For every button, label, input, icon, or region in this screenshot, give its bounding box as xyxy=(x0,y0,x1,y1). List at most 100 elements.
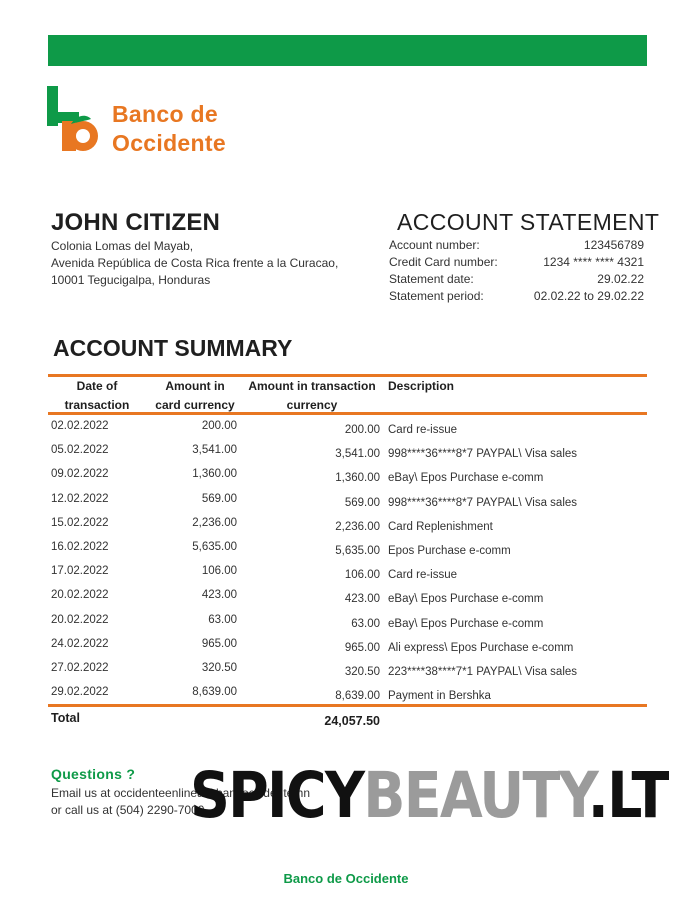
header-date: Date of transaction xyxy=(48,377,146,415)
watermark-part-3: .LT xyxy=(587,759,670,832)
row-description: Card re-issue xyxy=(388,569,458,582)
row-date: 05.02.2022 xyxy=(51,444,109,457)
row-card-amount: 320.50 xyxy=(201,661,237,674)
row-description: eBay\ Epos Purchase e-comm xyxy=(388,593,544,606)
row-description: Payment in Bershka xyxy=(388,690,491,703)
account-number-label: Account number: xyxy=(389,238,480,252)
bank-logo-icon xyxy=(47,86,98,151)
address-line-2: Avenida República de Costa Rica frente a… xyxy=(51,256,339,270)
table-header-rule xyxy=(48,412,647,415)
row-card-amount: 569.00 xyxy=(201,492,237,505)
row-description: Card Replenishment xyxy=(388,520,493,533)
table-row: 29.02.2022 8,639.00 8,639.00 Payment in Ber… xyxy=(0,684,692,708)
header-card-amount: Amount in card currency xyxy=(148,377,242,415)
header-card-line1: Amount in xyxy=(165,379,225,393)
table-row: 12.02.2022 569.00 569.00 998****36****8*7 P… xyxy=(0,491,692,515)
row-date: 02.02.2022 xyxy=(51,420,109,432)
row-date: 20.02.2022 xyxy=(51,613,109,626)
table-row: 20.02.2022 63.00 63.00 eBay\ Epos Purchase … xyxy=(0,612,692,636)
row-trans-amount: 320.50 xyxy=(344,665,380,678)
total-label: Total xyxy=(51,711,80,725)
row-card-amount: 8,639.00 xyxy=(192,686,237,699)
row-card-amount: 3,541.00 xyxy=(192,444,237,457)
questions-title: Questions ? xyxy=(51,766,136,782)
row-trans-amount: 106.00 xyxy=(344,569,380,582)
table-row: 16.02.2022 5,635.00 5,635.00 Epos Purchase … xyxy=(0,539,692,563)
watermark: SPICYBEAUTY.LT xyxy=(190,756,670,836)
customer-name: JOHN CITIZEN xyxy=(51,209,221,236)
row-trans-amount: 5,635.00 xyxy=(335,544,380,557)
row-date: 09.02.2022 xyxy=(51,468,109,481)
credit-card-value: 1234 **** **** 4321 xyxy=(543,255,644,269)
statement-period-label: Statement period: xyxy=(389,289,484,303)
row-trans-amount: 2,236.00 xyxy=(335,520,380,533)
table-row: 17.02.2022 106.00 106.00 Card re-issue xyxy=(0,563,692,587)
row-trans-amount: 200.00 xyxy=(344,424,380,436)
watermark-part-2: BEAUTY xyxy=(363,759,589,832)
table-top-rule xyxy=(48,374,647,377)
row-trans-amount: 3,541.00 xyxy=(335,448,380,461)
row-date: 16.02.2022 xyxy=(51,540,109,553)
row-description: Ali express\ Epos Purchase e-comm xyxy=(388,641,574,654)
row-date: 29.02.2022 xyxy=(51,686,109,699)
footer-bank-name: Banco de Occidente xyxy=(283,871,409,886)
row-date: 24.02.2022 xyxy=(51,637,109,650)
header-card-line2: card currency xyxy=(155,398,235,412)
row-trans-amount: 569.00 xyxy=(344,496,380,509)
row-date: 15.02.2022 xyxy=(51,516,109,529)
row-card-amount: 63.00 xyxy=(208,613,237,626)
account-number-value: 123456789 xyxy=(583,238,644,252)
row-date: 27.02.2022 xyxy=(51,661,109,674)
header-trans-line1: Amount in transaction xyxy=(248,379,376,393)
statement-period-value: 02.02.22 to 29.02.22 xyxy=(533,289,644,303)
table-bottom-rule xyxy=(48,704,647,707)
row-trans-amount: 8,639.00 xyxy=(335,690,380,703)
address-line-1: Colonia Lomas del Mayab, xyxy=(51,239,194,253)
row-description: 998****36****8*7 PAYPAL\ Visa sales xyxy=(388,448,578,461)
table-row: 02.02.2022 200.00 200.00 Card re-issue xyxy=(0,418,692,442)
row-trans-amount: 63.00 xyxy=(351,617,380,630)
header-date-line2: transaction xyxy=(64,398,130,412)
row-card-amount: 965.00 xyxy=(201,637,237,650)
questions-phone-line: or call us at (504) 2290-7000 xyxy=(51,803,205,817)
row-date: 12.02.2022 xyxy=(51,492,109,505)
header-date-line1: Date of xyxy=(76,379,118,393)
watermark-part-1: SPICY xyxy=(190,759,365,832)
row-card-amount: 106.00 xyxy=(201,565,237,578)
transactions-body: 02.02.2022 200.00 200.00 Card re-issue 05.02… xyxy=(0,418,692,708)
table-row: 20.02.2022 423.00 423.00 eBay\ Epos Purchas… xyxy=(0,587,692,611)
header-trans-line2: currency xyxy=(286,398,338,412)
row-trans-amount: 423.00 xyxy=(344,593,380,606)
row-card-amount: 5,635.00 xyxy=(192,540,237,553)
table-row: 24.02.2022 965.00 965.00 Ali express\ Epos … xyxy=(0,636,692,660)
row-card-amount: 423.00 xyxy=(201,589,237,602)
header-green-bar xyxy=(48,35,647,66)
credit-card-label: Credit Card number: xyxy=(389,255,498,269)
row-description: 223****38****7*1 PAYPAL\ Visa sales xyxy=(388,665,578,678)
row-description: Card re-issue xyxy=(388,424,458,436)
row-description: eBay\ Epos Purchase e-comm xyxy=(388,472,544,485)
statement-date-label: Statement date: xyxy=(389,272,474,286)
row-trans-amount: 965.00 xyxy=(344,641,380,654)
row-date: 20.02.2022 xyxy=(51,589,109,602)
row-date: 17.02.2022 xyxy=(51,565,109,578)
row-card-amount: 1,360.00 xyxy=(192,468,237,481)
address-line-3: 10001 Tegucigalpa, Honduras xyxy=(51,273,211,287)
statement-title: ACCOUNT STATEMENT xyxy=(397,209,660,235)
statement-date-value: 29.02.22 xyxy=(597,272,644,286)
total-value: 24,057.50 xyxy=(324,714,380,728)
table-row: 27.02.2022 320.50 320.50 223****38****7*1 P… xyxy=(0,660,692,684)
row-trans-amount: 1,360.00 xyxy=(335,472,380,485)
row-card-amount: 2,236.00 xyxy=(192,516,237,529)
summary-title: ACCOUNT SUMMARY xyxy=(53,335,293,361)
header-description: Description xyxy=(388,379,455,393)
row-description: Epos Purchase e-comm xyxy=(388,544,511,557)
row-description: 998****36****8*7 PAYPAL\ Visa sales xyxy=(388,496,578,509)
row-card-amount: 200.00 xyxy=(201,420,237,432)
table-row: 09.02.2022 1,360.00 1,360.00 eBay\ Epos Pur… xyxy=(0,466,692,490)
table-row: 05.02.2022 3,541.00 3,541.00 998****36****8… xyxy=(0,442,692,466)
logo-text-line1: Banco de xyxy=(112,101,218,127)
logo-text-line2: Occidente xyxy=(112,130,226,156)
questions-email-line: Email us at occidenteenlinea@bancocciden… xyxy=(51,786,311,800)
row-description: eBay\ Epos Purchase e-comm xyxy=(388,617,544,630)
